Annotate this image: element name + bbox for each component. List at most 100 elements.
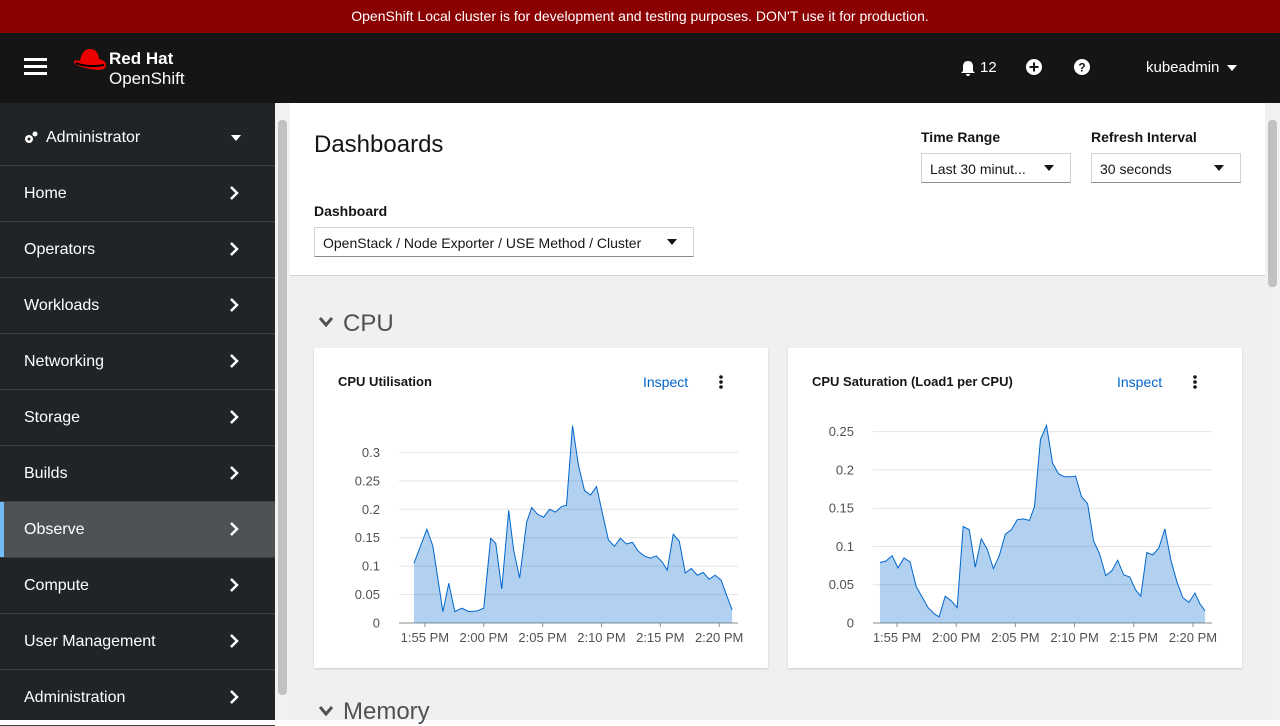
- time-range-value: Last 30 minut...: [930, 161, 1026, 177]
- nav-item[interactable]: Compute: [0, 558, 275, 614]
- chart: 0 0.05 0.1 0.15 0.2 0.25 1:55 PM 2:00 PM 2:05 PM…: [829, 423, 1217, 645]
- x-tick-label: 2:15 PM: [1110, 630, 1158, 645]
- collapse-icon[interactable]: [319, 317, 333, 327]
- caret: [1214, 165, 1224, 171]
- y-tick-label: 0.3: [362, 445, 380, 460]
- nav-label: Home: [24, 185, 67, 202]
- kebab-dot: [1193, 380, 1197, 384]
- main-content: Dashboards Time Range Last 30 minut... R…: [290, 103, 1265, 725]
- nav-item[interactable]: User Management: [0, 614, 275, 670]
- svg-text:?: ?: [1078, 61, 1085, 75]
- chevron: [230, 410, 239, 424]
- y-tick-label: 0: [373, 616, 380, 631]
- menu-toggle[interactable]: [24, 56, 48, 78]
- nav-label: Administration: [24, 689, 126, 706]
- chevron: [230, 522, 239, 536]
- chevron: [230, 578, 239, 592]
- inspect-link[interactable]: Inspect: [1117, 374, 1163, 390]
- nav-label: Workloads: [24, 297, 100, 314]
- x-tick-label: 1:55 PM: [401, 630, 449, 645]
- y-tick-label: 0.05: [355, 587, 380, 602]
- dev-banner: OpenShift Local cluster is for developme…: [0, 0, 1280, 33]
- area-fill: [413, 425, 733, 623]
- chevron: [230, 634, 239, 648]
- chevron-path: [230, 410, 239, 424]
- caret: [667, 239, 677, 245]
- help-icon[interactable]: ?: [1074, 59, 1090, 75]
- x-tick-label: 2:00 PM: [932, 630, 980, 645]
- brand-bottom: OpenShift: [109, 69, 185, 88]
- x-tick-label: 2:20 PM: [1169, 630, 1217, 645]
- inspect-link[interactable]: Inspect: [643, 374, 689, 390]
- chevron-path: [230, 634, 239, 648]
- scrollbar: [1265, 103, 1280, 720]
- dashboard-label: Dashboard: [314, 203, 388, 219]
- kebab-dot: [719, 385, 723, 389]
- bell-icon[interactable]: [961, 60, 976, 76]
- nav-item[interactable]: Networking: [0, 334, 275, 390]
- dashboard-select[interactable]: OpenStack / Node Exporter / USE Method /…: [314, 227, 694, 257]
- x-tick-label: 2:05 PM: [518, 630, 566, 645]
- x-tick-label: 2:10 PM: [577, 630, 625, 645]
- page-title: Dashboards: [314, 131, 444, 158]
- user-menu[interactable]: kubeadmin: [1146, 59, 1220, 76]
- caret: [1044, 165, 1054, 171]
- caret: [231, 135, 241, 141]
- panel-title: CPU Saturation (Load1 per CPU): [812, 374, 1013, 389]
- y-tick-label: 0.2: [362, 502, 380, 517]
- chevron: [230, 186, 239, 200]
- nav-item[interactable]: Operators: [0, 222, 275, 278]
- nav-label: Observe: [24, 521, 85, 538]
- nav-label: Compute: [24, 577, 89, 594]
- x-tick-label: 2:15 PM: [636, 630, 684, 645]
- y-tick-label: 0.05: [829, 577, 854, 592]
- nav-item[interactable]: Observe: [0, 502, 275, 558]
- chevron-path: [230, 578, 239, 592]
- x-tick-label: 2:05 PM: [991, 630, 1039, 645]
- kebab-menu[interactable]: [1193, 375, 1197, 389]
- section-title[interactable]: Memory: [343, 698, 430, 725]
- panel-title: CPU Utilisation: [338, 374, 432, 389]
- nav-label: Networking: [24, 353, 105, 370]
- kebab-dot: [1193, 385, 1197, 389]
- y-tick-label: 0.1: [362, 559, 380, 574]
- chevron: [230, 466, 239, 480]
- y-tick-label: 0: [847, 616, 854, 631]
- perspective-switcher[interactable]: Administrator: [0, 110, 275, 166]
- y-tick-label: 0.25: [829, 424, 854, 439]
- y-tick-label: 0.25: [355, 473, 380, 488]
- collapse-icon[interactable]: [319, 706, 333, 716]
- nav-label: User Management: [24, 633, 156, 650]
- chevron-path: [230, 298, 239, 312]
- section-title[interactable]: CPU: [343, 310, 394, 337]
- nav-item[interactable]: Administration: [0, 670, 275, 726]
- nav-item[interactable]: Builds: [0, 446, 275, 502]
- x-tick-label: 2:10 PM: [1050, 630, 1098, 645]
- nav-item[interactable]: Storage: [0, 390, 275, 446]
- chevron: [230, 690, 239, 704]
- chevron-path: [230, 466, 239, 480]
- add-icon[interactable]: [1026, 59, 1042, 75]
- notification-count[interactable]: 12: [980, 59, 997, 76]
- x-tick-label: 2:20 PM: [695, 630, 743, 645]
- nav-item[interactable]: Workloads: [0, 278, 275, 334]
- refresh-label: Refresh Interval: [1091, 129, 1197, 145]
- time-range-select[interactable]: Last 30 minut...: [921, 153, 1071, 183]
- y-tick-label: 0.15: [355, 530, 380, 545]
- area-line: [879, 423, 1206, 618]
- dashboard-toolbar: Dashboards Time Range Last 30 minut... R…: [290, 103, 1265, 276]
- y-tick-label: 0.15: [829, 501, 854, 516]
- scrollbar: [275, 103, 290, 720]
- perspective-label: Administrator: [46, 129, 141, 146]
- chevron-path: [230, 354, 239, 368]
- chevron-path: [230, 690, 239, 704]
- nav-item[interactable]: Home: [0, 166, 275, 222]
- sidebar: Administrator Home Operators Workloads Netw…: [0, 103, 290, 726]
- kebab-menu[interactable]: [719, 375, 723, 389]
- kebab-dot: [1193, 375, 1197, 379]
- chart-panel: CPU Saturation (Load1 per CPU) Inspect 0 0.…: [788, 348, 1242, 668]
- dashboard-value: OpenStack / Node Exporter / USE Method /…: [323, 235, 642, 251]
- refresh-select[interactable]: 30 seconds: [1091, 153, 1241, 183]
- masthead: Red Hat OpenShift 12 ? kubeadmin: [0, 33, 1280, 103]
